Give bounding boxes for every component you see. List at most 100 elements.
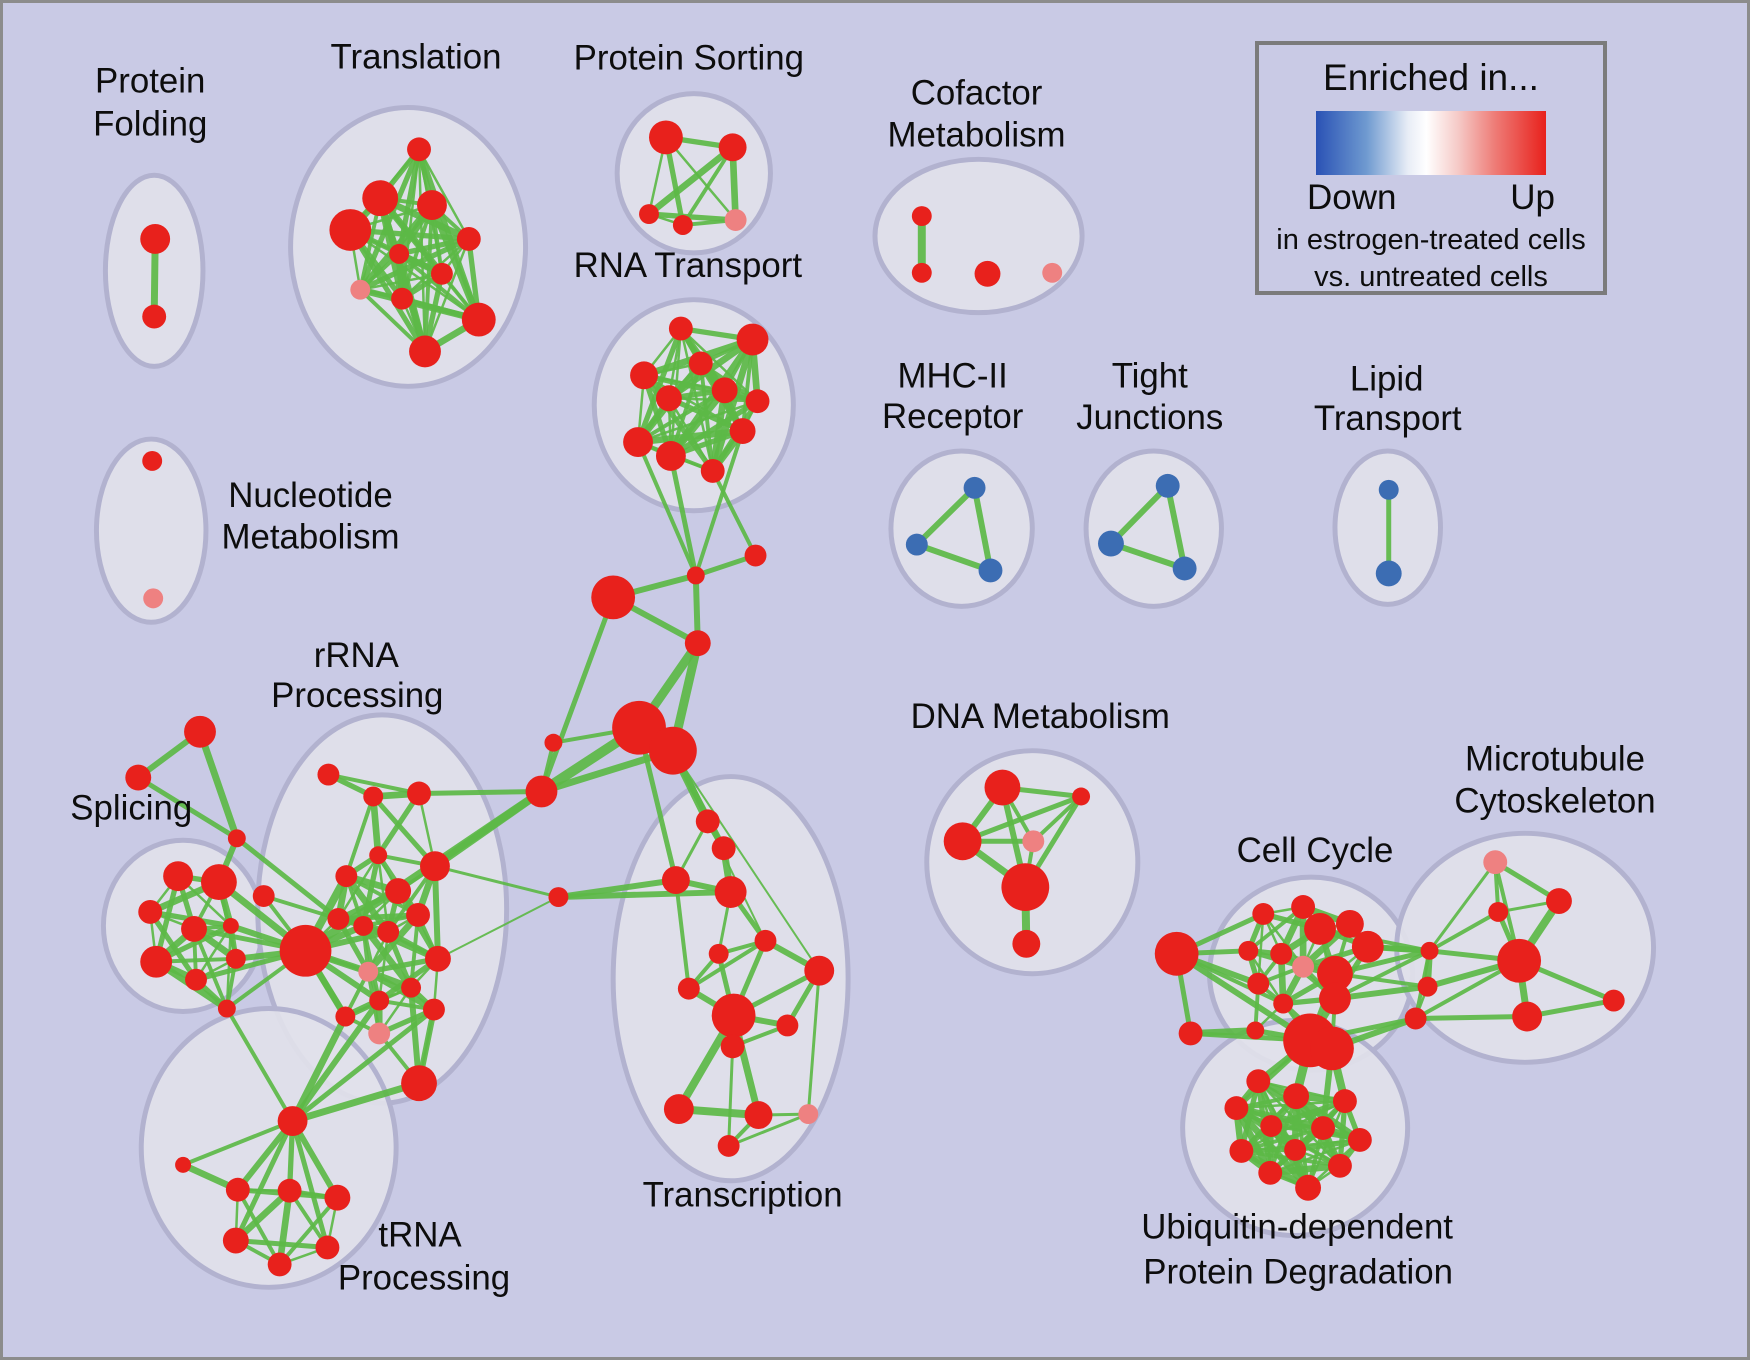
cluster-label-nucleotide_metabolism: Nucleotide: [228, 476, 393, 515]
edge: [806, 969, 821, 1116]
node-mhc_ii_receptor-1: [905, 533, 928, 556]
cluster-ellipse-cofactor_metabolism: [872, 156, 1085, 316]
cluster-label-nucleotide_metabolism: Metabolism: [221, 518, 399, 557]
node-rrna_processing-18: [279, 924, 332, 977]
node-ubiquitin_degradation-11: [1295, 1174, 1322, 1201]
node-splicing-1: [200, 864, 237, 901]
cluster-ellipse-protein_sorting: [614, 91, 773, 256]
edge: [431, 863, 441, 962]
node-splicing-0: [163, 861, 194, 892]
node-transcription-0: [695, 809, 720, 834]
node-rrna_processing-0: [317, 763, 340, 786]
cluster-label-tight_junctions: Junctions: [1076, 398, 1223, 437]
edge: [913, 484, 978, 548]
node-ubiquitin_degradation-9: [1258, 1160, 1283, 1185]
edge: [224, 1006, 295, 1124]
node-rna_transport-5: [711, 377, 738, 404]
node-transcription-10: [720, 1034, 745, 1059]
node-microtubule_cytoskeleton-0: [1483, 850, 1508, 875]
node-ubiquitin_degradation-2: [1332, 1089, 1357, 1114]
node-cell_cycle-3: [1291, 895, 1316, 919]
edge: [636, 399, 759, 444]
edge: [686, 938, 768, 991]
node-rna_transport-7: [623, 427, 653, 457]
node-cell_cycle-1: [1178, 1021, 1203, 1046]
cluster-ellipse-tight_junctions: [1083, 448, 1224, 609]
node-cell_cycle-9: [1292, 955, 1315, 978]
node-splicing_triangle-2: [227, 829, 246, 848]
node-microtubule_cytoskeleton-5: [1602, 989, 1625, 1012]
legend-caption-line1: in estrogen-treated cells: [1276, 223, 1586, 256]
node-cell_cycle-4: [1238, 940, 1259, 961]
node-mhc_ii_receptor-0: [963, 476, 986, 499]
node-nucleotide_metabolism-1: [143, 588, 164, 609]
edge: [370, 793, 438, 869]
edge: [727, 1112, 810, 1148]
node-spine-2: [591, 575, 636, 620]
edge: [428, 201, 483, 323]
edge: [1428, 860, 1497, 953]
node-protein_sorting-3: [672, 215, 693, 235]
node-cofactor_metabolism-0: [911, 206, 932, 227]
edge: [1257, 912, 1265, 985]
node-transcription-9: [776, 1014, 799, 1037]
node-trna_processing-0: [277, 1106, 308, 1136]
node-spine-8: [548, 887, 569, 907]
node-rrna_processing-6: [385, 878, 412, 905]
edge: [289, 1013, 349, 1125]
node-ubiquitin_degradation-0: [1246, 1069, 1271, 1094]
cluster-label-microtubule_cytoskeleton: Microtubule: [1465, 740, 1645, 779]
cluster-ellipse-mhc_ii_receptor: [888, 448, 1035, 609]
node-spine-3: [684, 630, 711, 657]
edge: [645, 144, 736, 218]
node-rrna_processing-2: [407, 781, 431, 806]
node-ubiquitin_degradation-5: [1311, 1116, 1335, 1140]
node-cell_cycle-8: [1351, 930, 1384, 963]
node-rrna_processing-14: [401, 977, 422, 998]
edge: [668, 453, 699, 578]
node-splicing-8: [217, 999, 236, 1018]
node-rrna_processing-13: [358, 961, 379, 982]
node-transcription-11: [663, 1094, 694, 1125]
node-cofactor_metabolism-3: [1042, 262, 1063, 283]
node-ubiquitin_degradation-1: [1283, 1083, 1310, 1110]
node-transcription-12: [744, 1101, 773, 1130]
node-ubiquitin_degradation-10: [1327, 1153, 1352, 1178]
edge: [693, 429, 745, 578]
edge: [417, 148, 471, 241]
node-cell_cycle-10: [1317, 955, 1353, 992]
node-spine-0: [686, 566, 705, 585]
node-cell_cycle-7: [1335, 909, 1364, 938]
node-translation-7: [350, 279, 371, 300]
edge: [1427, 909, 1501, 953]
cluster-label-rna_transport: RNA Transport: [574, 246, 803, 285]
node-splicing-3: [181, 915, 207, 942]
edge: [416, 789, 544, 796]
node-rrna_processing-17: [335, 1006, 356, 1027]
node-spine-1: [744, 544, 767, 567]
edge: [181, 1119, 295, 1167]
node-translation-1: [362, 180, 399, 217]
node-tight_junctions-0: [1155, 473, 1180, 498]
edge: [636, 388, 727, 444]
node-splicing-4: [222, 917, 239, 934]
edge: [971, 484, 994, 574]
node-cofactor_metabolism-1: [911, 262, 932, 283]
node-cell_cycle-2: [1252, 903, 1275, 925]
node-cell_cycle-17: [1420, 941, 1439, 960]
node-rrna_processing-3: [420, 851, 450, 882]
node-transcription-2: [661, 866, 690, 895]
legend-title: Enriched in...: [1323, 57, 1539, 98]
node-rna_transport-4: [655, 385, 682, 412]
edge: [349, 228, 481, 321]
node-splicing_triangle-1: [125, 764, 152, 791]
node-cell_cycle-16: [1246, 1021, 1265, 1040]
node-trna_processing-1: [175, 1156, 192, 1173]
node-rrna_processing-15: [369, 990, 390, 1011]
edge: [290, 1007, 437, 1124]
node-dna_metabolism-2: [943, 822, 982, 861]
node-ubiquitin_degradation-7: [1229, 1138, 1254, 1163]
node-splicing-6: [185, 968, 207, 991]
node-translation-9: [461, 302, 496, 337]
